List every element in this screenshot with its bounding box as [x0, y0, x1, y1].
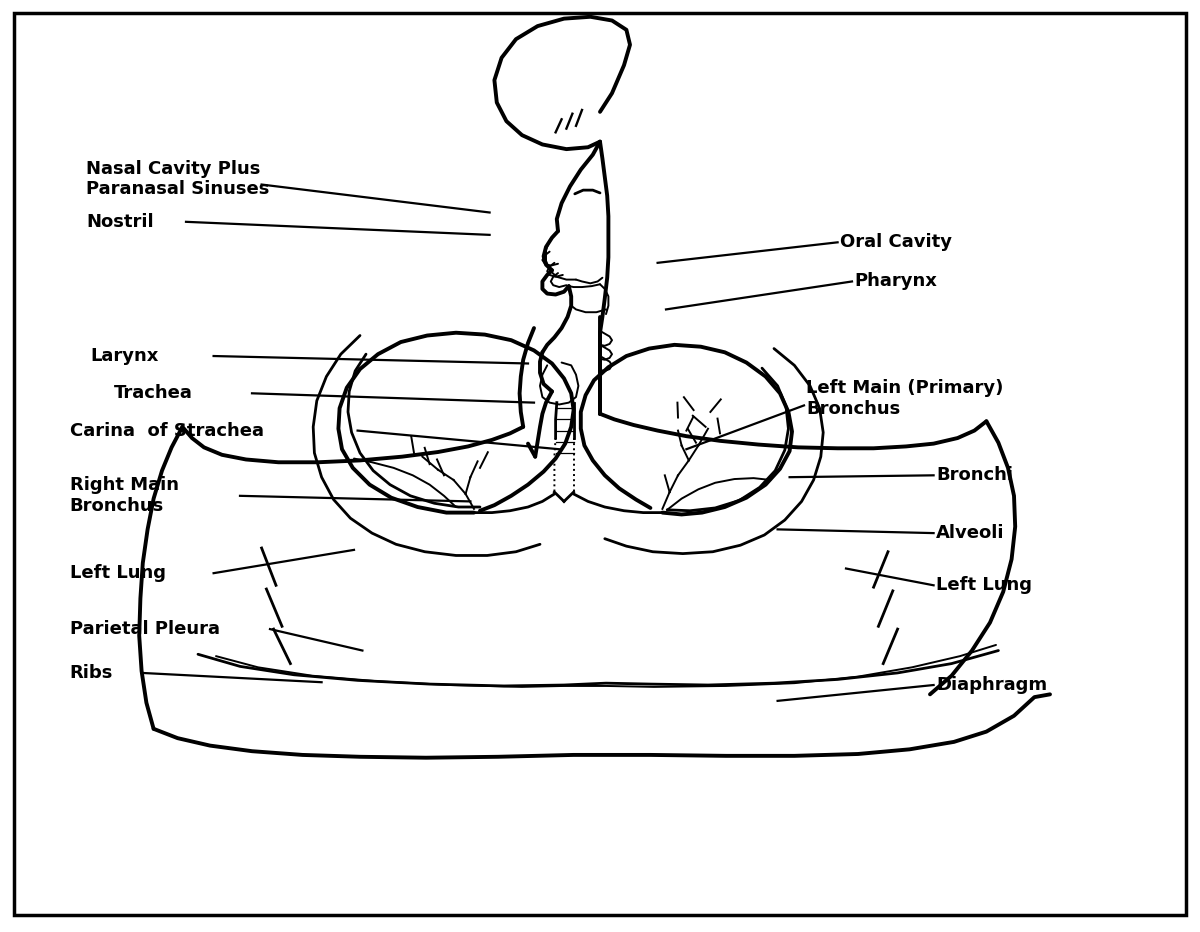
Text: Alveoli: Alveoli: [936, 524, 1004, 542]
Text: Trachea: Trachea: [114, 384, 193, 403]
Text: Left Lung: Left Lung: [70, 564, 166, 582]
Text: Larynx: Larynx: [90, 347, 158, 365]
Text: Left Main (Primary)
Bronchus: Left Main (Primary) Bronchus: [806, 379, 1003, 418]
Text: Right Main
Bronchus: Right Main Bronchus: [70, 476, 179, 515]
Text: Nostril: Nostril: [86, 212, 154, 231]
Text: Bronchi: Bronchi: [936, 466, 1013, 485]
Text: Oral Cavity: Oral Cavity: [840, 233, 952, 252]
Text: Left Lung: Left Lung: [936, 576, 1032, 595]
Text: Pharynx: Pharynx: [854, 272, 937, 291]
Text: Ribs: Ribs: [70, 664, 113, 682]
Text: Nasal Cavity Plus
Paranasal Sinuses: Nasal Cavity Plus Paranasal Sinuses: [86, 159, 270, 199]
Text: Parietal Pleura: Parietal Pleura: [70, 620, 220, 638]
Text: Carina  of Strachea: Carina of Strachea: [70, 421, 264, 440]
Text: Diaphragm: Diaphragm: [936, 676, 1048, 694]
